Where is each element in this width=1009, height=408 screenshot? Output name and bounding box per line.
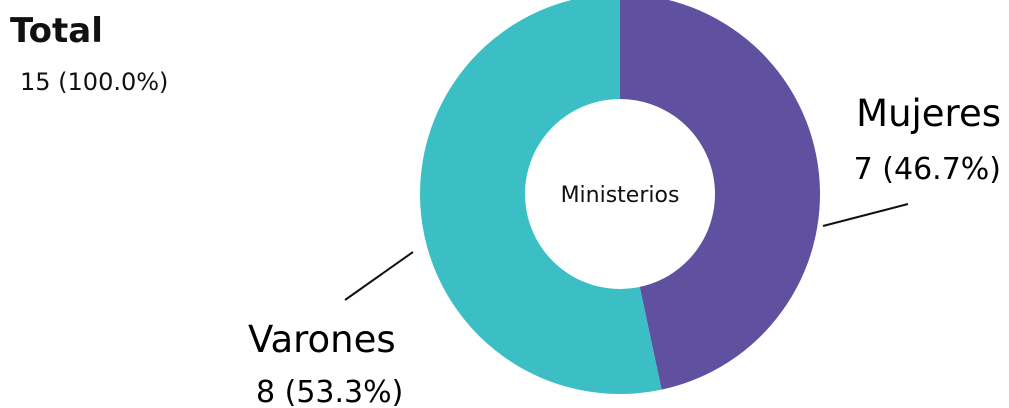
varones-leader-line xyxy=(344,251,414,301)
total-title: Total xyxy=(10,11,103,51)
slice-label-varones: Varones xyxy=(248,318,396,361)
mujeres-leader-line xyxy=(822,203,909,227)
total-value: 15 (100.0%) xyxy=(20,68,169,96)
slice-value-varones: 8 (53.3%) xyxy=(256,375,403,408)
slice-label-mujeres: Mujeres xyxy=(856,92,1001,135)
center-label: Ministerios xyxy=(561,183,680,208)
slice-mujeres xyxy=(620,0,820,390)
donut-hole xyxy=(525,99,715,289)
slice-value-mujeres: 7 (46.7%) xyxy=(854,152,1001,187)
